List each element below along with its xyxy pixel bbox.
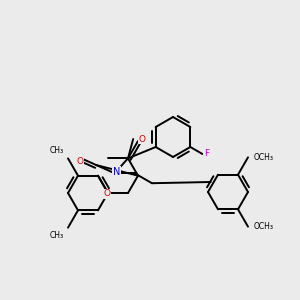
Text: F: F xyxy=(204,149,209,158)
Text: CH₃: CH₃ xyxy=(50,146,64,155)
Text: O: O xyxy=(76,157,83,166)
Text: OCH₃: OCH₃ xyxy=(254,153,274,162)
Text: OCH₃: OCH₃ xyxy=(254,222,274,231)
Text: N: N xyxy=(113,167,120,177)
Text: CH₃: CH₃ xyxy=(50,231,64,240)
Text: O: O xyxy=(139,134,145,143)
Text: O: O xyxy=(103,190,110,199)
